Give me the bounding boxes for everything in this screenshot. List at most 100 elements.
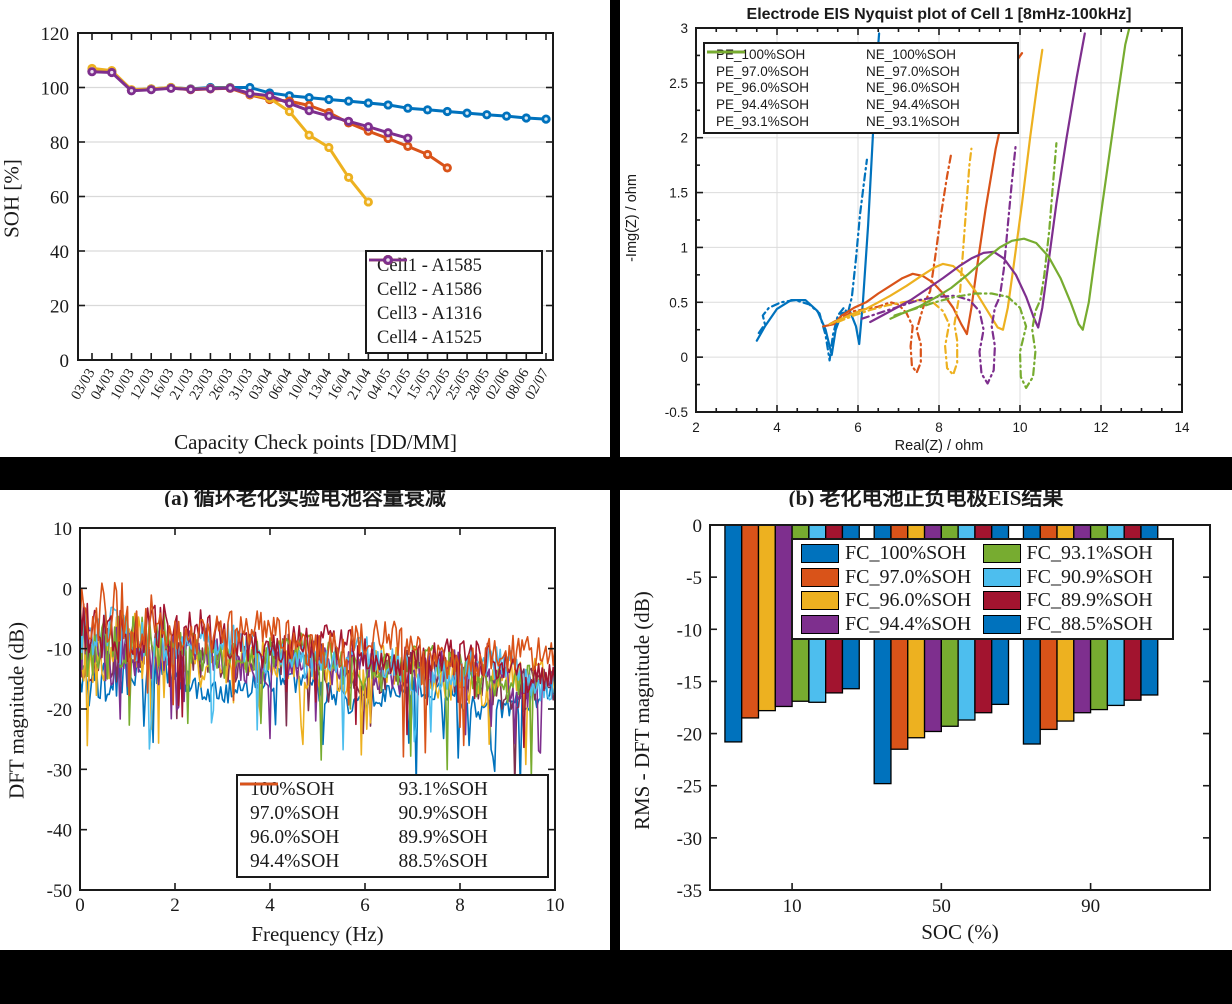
data-marker-center <box>406 136 410 140</box>
legend-item: FC_89.9%SOH <box>982 589 1165 612</box>
nyquist-x-axis-label: Real(Z) / ohm <box>894 438 984 454</box>
data-marker-center <box>287 93 292 98</box>
panel-nyquist-chart: 2 4 6 8 10 12 14 -0.5 0 0.5 1 1.5 2 2.5 3 Electrode EI… <box>620 0 1232 457</box>
data-marker-center <box>287 109 292 114</box>
legend-label: PE_94.4%SOH <box>716 97 810 113</box>
data-marker-center <box>544 117 548 121</box>
legend-item: 93.1%SOH <box>240 779 542 801</box>
data-marker-center <box>169 86 173 91</box>
series-line-ne_94-4-soh <box>860 142 1017 385</box>
nyquist-legend: PE_100%SOH NE_100%SOH PE_97.0%SOH NE_97.0%S… <box>703 42 1019 134</box>
legend-item: NE_94.4%SOH <box>707 50 1011 113</box>
legend-item: FC_100%SOH <box>801 542 983 565</box>
legend-label: 88.5%SOH <box>398 851 488 872</box>
y-tick-label: 80 <box>50 133 69 154</box>
y-tick-label: -10 <box>47 640 72 661</box>
bar-fc_96-0-soh-soc10 <box>757 524 776 712</box>
y-tick-label: -20 <box>47 700 72 721</box>
data-marker-center <box>327 114 331 118</box>
legend-swatch <box>369 255 407 265</box>
legend-label: NE_97.0%SOH <box>866 63 960 79</box>
dft-legend: 100%SOH 97.0%SOH 96.0%SOH 94.4%SOH 93.1%SOH 9… <box>236 774 549 878</box>
series-line-pe_93-1-soh <box>889 28 1131 331</box>
series-line-ne_100-soh <box>757 158 868 362</box>
data-marker-center <box>406 106 410 110</box>
y-tick-label: 40 <box>50 242 69 263</box>
data-marker-center <box>366 101 371 105</box>
legend-swatch <box>982 567 1021 587</box>
x-tick-label: 12 <box>1093 420 1108 435</box>
legend-item: NE_96.0%SOH <box>707 50 1011 95</box>
x-tick-label: 4 <box>265 895 275 916</box>
data-marker-center <box>149 87 153 92</box>
y-tick-label: 120 <box>41 24 70 45</box>
series-line-cell2-a1586 <box>90 69 449 170</box>
legend-swatch <box>707 50 745 54</box>
legend-label: NE_100%SOH <box>866 46 957 62</box>
data-marker-center <box>366 125 371 129</box>
legend-item: 97.0%SOH <box>240 782 393 825</box>
series-line-pe_97-0-soh <box>822 52 1024 336</box>
legend-item: Cell4 - A1525 <box>369 255 537 349</box>
legend-item: PE_97.0%SOH <box>707 50 861 79</box>
x-tick-label: 8 <box>935 420 943 435</box>
bar-fc_100-soh-soc10 <box>724 524 743 743</box>
legend-label: FC_93.1%SOH <box>1026 542 1153 565</box>
legend-item: PE_94.4%SOH <box>707 50 861 113</box>
y-tick-label: -25 <box>677 777 702 798</box>
y-tick-label: 3 <box>680 21 688 36</box>
legend-item: NE_97.0%SOH <box>707 50 1011 79</box>
legend-label: FC_97.0%SOH <box>845 565 972 588</box>
y-tick-label: 1 <box>680 240 688 255</box>
legend-swatch <box>801 591 839 611</box>
legend-item: FC_88.5%SOH <box>982 613 1165 636</box>
legend-swatch <box>982 614 1021 634</box>
legend-item: FC_93.1%SOH <box>982 542 1165 565</box>
legend-item: Cell2 - A1586 <box>369 255 537 301</box>
dft-y-axis-label: DFT magnitude (dB) <box>4 622 29 799</box>
legend-label: PE_93.1%SOH <box>716 114 810 130</box>
x-tick-label: 10 <box>1012 420 1027 435</box>
data-marker-center <box>524 116 528 120</box>
legend-label: 97.0%SOH <box>250 803 340 824</box>
y-tick-label: -10 <box>677 620 702 641</box>
data-marker-center <box>445 109 450 114</box>
x-tick-label: 6 <box>854 420 862 435</box>
data-marker-center <box>228 86 232 90</box>
legend-label: 90.9%SOH <box>398 803 488 824</box>
panel-rms-bar-chart: (b) 老化电池正负电极EIS结果 10 50 90 0 -5 -10 -15 -20 -25 -… <box>620 490 1232 950</box>
legend-label: NE_94.4%SOH <box>866 97 960 113</box>
legend-swatch <box>240 782 278 786</box>
legend-swatch <box>801 567 839 587</box>
y-tick-label: 2 <box>680 131 688 146</box>
x-tick-label: 8 <box>455 895 465 916</box>
rms-x-axis-label: SOC (%) <box>921 920 999 944</box>
legend-swatch <box>801 544 839 564</box>
legend-label: FC_96.0%SOH <box>845 589 972 612</box>
data-marker-center <box>267 93 272 98</box>
y-tick-label: -5 <box>686 568 702 589</box>
legend-swatch <box>801 614 839 634</box>
y-tick-label: 0.5 <box>669 295 688 310</box>
x-tick-label: 90 <box>1081 896 1100 917</box>
legend-swatch <box>982 544 1021 564</box>
panel-dft-chart: (a) 循环老化实验电池容量衰减 0 2 4 6 8 10 10 0 -10 -20 -30 -40 -… <box>0 490 610 950</box>
legend-label: FC_89.9%SOH <box>1026 589 1153 612</box>
legend-swatch <box>982 591 1021 611</box>
data-marker-center <box>248 85 252 90</box>
legend-item: Cell3 - A1316 <box>369 255 537 325</box>
x-tick-label: 0 <box>75 895 85 916</box>
dft-x-axis-label: Frequency (Hz) <box>251 922 384 946</box>
nyquist-title: Electrode EIS Nyquist plot of Cell 1 [8m… <box>746 6 1132 23</box>
series-line-88-5-soh <box>80 581 555 758</box>
legend-item: 96.0%SOH <box>240 782 393 849</box>
soh-legend: Cell1 - A1585 Cell2 - A1586 Cell3 - A1316 C… <box>365 250 543 354</box>
soh-x-axis-label: Capacity Check points [DD/MM] <box>174 430 457 454</box>
y-tick-label: -30 <box>47 760 72 781</box>
x-tick-label: 6 <box>360 895 370 916</box>
dft-chart-svg: 0 2 4 6 8 10 10 0 -10 -20 -30 -40 -50 <box>47 519 565 916</box>
data-marker-center <box>110 70 114 75</box>
data-marker-center <box>307 108 311 113</box>
x-tick-label: 10 <box>783 896 802 917</box>
